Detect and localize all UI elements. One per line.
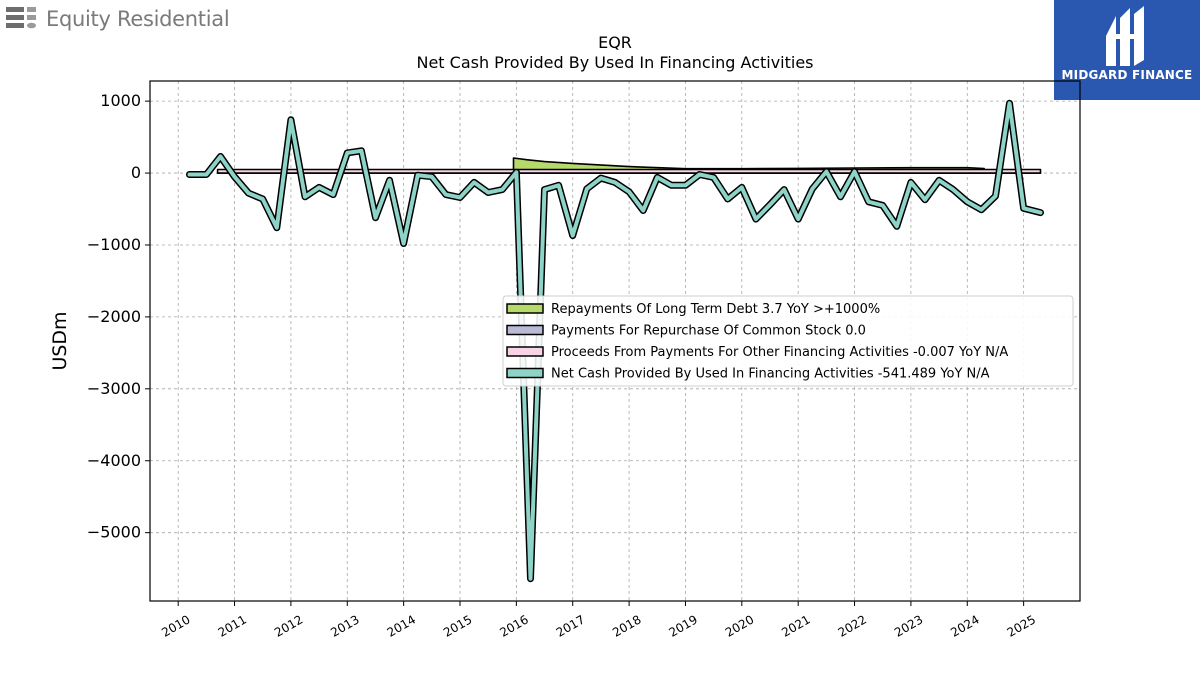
- y-tick-label: −3000: [87, 379, 141, 398]
- x-tick-label: 2023: [892, 612, 925, 639]
- legend: Repayments Of Long Term Debt 3.7 YoY >+1…: [502, 295, 1074, 387]
- series-layer: [186, 99, 1044, 583]
- x-ticks: 2010 2011 2012 2013 2014 2015 2016 2017 2018 2019…: [159, 601, 1038, 640]
- x-tick-label: 2020: [723, 612, 756, 639]
- y-tick-label: −1000: [87, 235, 141, 254]
- x-tick-label: 2021: [779, 612, 812, 639]
- chart-title: EQR: [598, 33, 632, 52]
- legend-label: Repayments Of Long Term Debt 3.7 YoY >+1…: [551, 302, 880, 317]
- y-ticks: 1000 0 −1000 −2000 −3000 −4000 −5000: [87, 91, 150, 542]
- y-tick-label: 1000: [100, 91, 141, 110]
- x-tick-label: 2011: [216, 612, 249, 639]
- x-tick-label: 2025: [1005, 612, 1038, 639]
- y-tick-label: 0: [131, 163, 141, 182]
- series-area-proceeds-from-payments-for-other-financing-activities: [216, 168, 1042, 174]
- x-tick-label: 2012: [272, 612, 305, 639]
- x-tick-label: 2013: [328, 612, 361, 639]
- x-tick-label: 2018: [610, 612, 643, 639]
- x-tick-label: 2010: [159, 612, 192, 639]
- series-line-net-cash-provided-by-used-in-financing-activities: [187, 101, 1043, 581]
- legend-label: Payments For Repurchase Of Common Stock …: [551, 324, 866, 339]
- x-tick-label: 2015: [441, 612, 474, 639]
- legend-swatch: [506, 346, 544, 357]
- brand-header: Equity Residential: [6, 4, 230, 34]
- midgard-finance-logo-icon: [1106, 6, 1144, 66]
- y-tick-label: −2000: [87, 307, 141, 326]
- brand-name: Equity Residential: [46, 7, 230, 31]
- x-tick-label: 2016: [497, 612, 530, 639]
- legend-box: [502, 295, 1074, 387]
- x-tick-label: 2024: [948, 612, 981, 639]
- y-tick-label: −4000: [87, 451, 141, 470]
- midgard-finance-badge: MIDGARD FINANCE: [1054, 0, 1200, 100]
- legend-label: Net Cash Provided By Used In Financing A…: [551, 367, 990, 382]
- x-tick-label: 2014: [385, 612, 418, 639]
- badge-text: MIDGARD FINANCE: [1061, 68, 1193, 82]
- y-axis-label: USDm: [49, 311, 71, 370]
- legend-swatch: [506, 367, 544, 379]
- legend-label: Proceeds From Payments For Other Financi…: [551, 345, 1008, 360]
- legend-swatch: [506, 324, 544, 336]
- plot-frame: [149, 80, 1081, 602]
- equity-residential-logo-icon: [6, 7, 36, 29]
- x-tick-label: 2019: [667, 612, 700, 639]
- legend-swatch: [506, 303, 544, 314]
- x-tick-label: 2022: [836, 612, 869, 639]
- x-tick-label: 2017: [554, 612, 587, 639]
- chart-subtitle: Net Cash Provided By Used In Financing A…: [416, 53, 813, 72]
- y-tick-label: −5000: [87, 523, 141, 542]
